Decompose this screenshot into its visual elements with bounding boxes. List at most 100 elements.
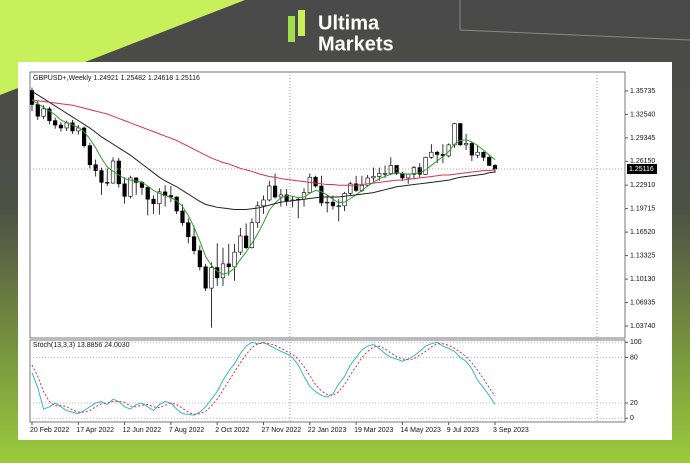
candle-body (446, 144, 451, 157)
brand-line1: Ultima (318, 12, 380, 34)
candle-body (319, 185, 324, 204)
candle-body (81, 127, 87, 146)
candle-body (313, 176, 318, 187)
y-tick-label: 1.26150 (630, 158, 655, 165)
plot: 1.35735 1.32540 1.29345 1.26150 1.22910 1.197… (29, 87, 657, 434)
x-tick-label: 3 Sep 2023 (493, 427, 529, 434)
candle-body (87, 145, 92, 166)
stoch-title: Stoch(13,3,3) 13.8856 24.0030 (33, 342, 130, 349)
candle-body (197, 250, 202, 268)
candle-body (463, 143, 469, 146)
candle-body (70, 122, 75, 132)
candle-body (244, 235, 249, 249)
y-tick-label: 1.19715 (630, 206, 655, 213)
candle-body (215, 267, 220, 279)
x-tick-label: 12 Jun 2022 (123, 427, 162, 434)
indicator-line (31, 90, 496, 211)
candle-body (348, 183, 353, 194)
candle-body (151, 198, 156, 204)
x-tick-label: 17 Apr 2022 (76, 427, 114, 434)
logo-bar (288, 16, 295, 42)
price-box (627, 163, 657, 174)
candle-body (249, 222, 255, 249)
candle-body (336, 205, 341, 207)
candle-body (423, 157, 428, 175)
candle-body (255, 205, 260, 224)
decor-line (459, 0, 690, 41)
candle-body (406, 173, 411, 179)
candle-body (492, 165, 498, 170)
chart-title: GBPUSD+,Weekly 1.24921 1.25482 1.24618 1… (33, 75, 200, 82)
candle-body (371, 176, 376, 179)
indicator-line (31, 99, 496, 186)
candle-body (35, 104, 40, 117)
candle-body (382, 173, 388, 175)
candle-body (128, 177, 133, 197)
y-tick-label: 1.35735 (630, 88, 655, 95)
candle-body (99, 170, 104, 183)
candle-body (180, 210, 185, 224)
candle-body (365, 177, 370, 186)
candle-body (330, 201, 336, 207)
y-tick-label: 1.22910 (630, 182, 655, 189)
candle-body (145, 187, 150, 200)
candle-body (411, 167, 417, 175)
y-tick-label: 0 (630, 415, 634, 422)
candle-body (452, 123, 457, 146)
y-tick-label: 1.16520 (630, 229, 655, 236)
candle-body (122, 183, 127, 197)
candle-body (209, 267, 214, 289)
candle-body (168, 195, 174, 198)
candle-body (307, 176, 312, 193)
candle-body (105, 182, 110, 184)
candle-body (116, 160, 121, 185)
candle-body (261, 199, 266, 207)
y-tick-label: 80 (630, 354, 638, 361)
y-tick-label: 100 (630, 339, 642, 346)
candle-body (53, 120, 58, 126)
candle-body (157, 191, 162, 204)
indicator-line (31, 342, 496, 415)
candle-body (174, 196, 179, 212)
candle-body (203, 266, 208, 289)
candle-body (186, 222, 191, 237)
candle-body (458, 123, 463, 146)
x-tick-label: 9 Jul 2023 (447, 427, 479, 434)
candle-body (29, 90, 35, 105)
y-tick-label: 1.32540 (630, 111, 655, 118)
candle-body (475, 151, 480, 156)
candle-body (325, 201, 330, 204)
brand-line2: Markets (318, 33, 394, 55)
candle-body (272, 185, 278, 198)
candle-body (353, 183, 359, 191)
x-tick-label: 27 Nov 2022 (262, 427, 302, 434)
y-tick-label: 1.29345 (630, 135, 655, 142)
y-tick-label: 1.13325 (630, 252, 655, 259)
x-tick-label: 22 Jan 2023 (308, 427, 347, 434)
candle-body (435, 151, 440, 155)
price-label: 1.25116 (629, 166, 654, 173)
candle-body (232, 251, 237, 268)
candle-body (76, 127, 81, 132)
candle-body (284, 194, 289, 202)
x-tick-label: 2 Oct 2022 (215, 427, 249, 434)
candle-body (469, 143, 474, 156)
candle-body (267, 185, 272, 201)
x-tick-label: 20 Feb 2022 (30, 427, 69, 434)
x-tick-label: 14 May 2023 (400, 427, 441, 434)
x-tick-label: 19 Mar 2023 (354, 427, 393, 434)
candle-body (220, 263, 226, 279)
stoch-frame (29, 339, 626, 423)
candle-body (41, 108, 46, 117)
y-tick-label: 1.03740 (630, 323, 655, 330)
candle-body (278, 194, 283, 198)
candle-body (47, 108, 52, 121)
candle-body (429, 151, 434, 158)
indicator-line (31, 99, 496, 275)
price-frame (29, 71, 626, 339)
x-tick-label: 7 Aug 2022 (169, 427, 205, 434)
candle-body (417, 167, 422, 175)
y-tick-label: 1.10130 (630, 276, 655, 283)
candle-body (226, 263, 231, 268)
candle-body (58, 124, 64, 129)
